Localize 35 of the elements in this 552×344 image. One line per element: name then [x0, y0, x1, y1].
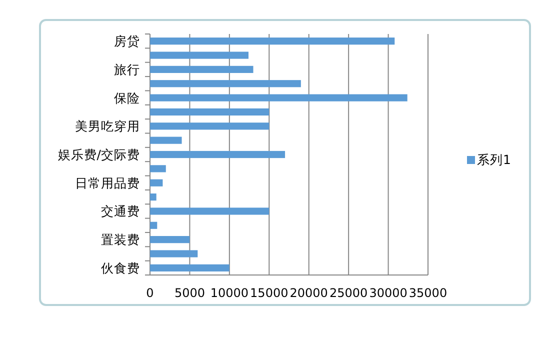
- bar: [150, 208, 270, 215]
- bar: [150, 52, 248, 59]
- bar: [150, 66, 254, 73]
- legend-label: 系列1: [477, 152, 511, 167]
- y-tick-label: 置装费: [101, 232, 140, 248]
- bar: [150, 150, 286, 158]
- x-tick-label: 35000: [408, 286, 448, 300]
- x-tick-label: 30000: [369, 286, 408, 300]
- y-tick-label: 旅行: [114, 62, 140, 77]
- bar: [150, 38, 395, 45]
- bar: [150, 193, 156, 201]
- bar: [150, 264, 230, 272]
- x-tick-label: 15000: [250, 286, 288, 300]
- bar: [150, 222, 158, 229]
- y-tick-label: 房贷: [114, 34, 140, 49]
- bar: [150, 94, 408, 102]
- bar: [150, 179, 163, 186]
- x-tick-label: 0: [146, 286, 154, 300]
- bar: [150, 236, 190, 244]
- y-tick-label: 交通费: [101, 204, 140, 219]
- y-tick-label: 伙食费: [101, 260, 140, 276]
- y-tick-label: 美男吃穿用: [75, 118, 140, 134]
- bar: [150, 122, 270, 130]
- bar: [150, 108, 270, 116]
- x-tick-label: 10000: [210, 286, 249, 300]
- bar: [150, 136, 182, 144]
- y-tick-label: 保险: [114, 90, 140, 106]
- y-tick-label: 娱乐费/交际费: [58, 147, 140, 162]
- bar: [150, 250, 198, 258]
- bar: [150, 80, 301, 88]
- x-tick-label: 25000: [329, 286, 368, 300]
- x-tick-label: 5000: [174, 286, 205, 300]
- x-tick-label: 20000: [290, 286, 328, 300]
- bar: [150, 165, 166, 172]
- y-tick-label: 日常用品费: [75, 175, 140, 190]
